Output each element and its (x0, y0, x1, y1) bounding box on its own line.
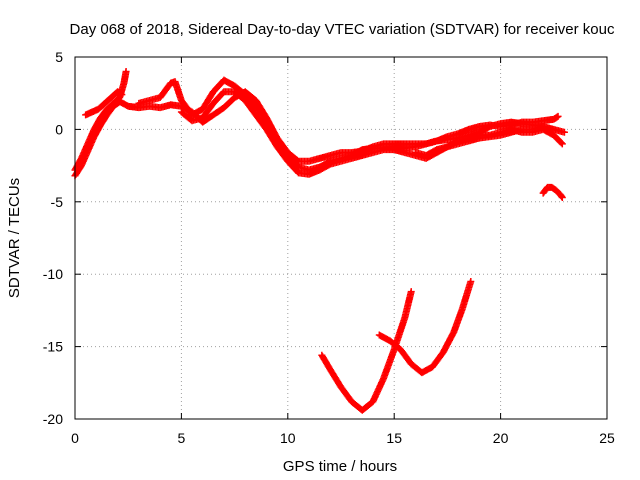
plot-frame (74, 56, 608, 420)
data-point (539, 123, 547, 131)
x-tick-label: 25 (599, 430, 615, 446)
data-point (407, 288, 415, 296)
data-point (560, 128, 568, 136)
series-track-c (82, 88, 126, 119)
data-point (122, 67, 130, 75)
y-tick-label: -5 (51, 194, 64, 210)
series-track-j (375, 277, 475, 377)
x-tick-label: 15 (386, 430, 402, 446)
data-point (554, 112, 562, 120)
data-point (118, 91, 126, 99)
x-tick-label: 20 (493, 430, 509, 446)
x-tick-label: 0 (71, 430, 79, 446)
plot-area (71, 67, 568, 414)
y-tick-label: -15 (43, 339, 63, 355)
y-axis-label: SDTVAR / TECUs (6, 178, 23, 298)
y-tick-label: -20 (43, 411, 63, 427)
data-point (558, 193, 566, 201)
y-tick-label: 5 (55, 49, 63, 65)
axis-ticks: 0 5 10 15 20 25 5 0 -5 -10 -15 -20 (43, 49, 615, 446)
series-track-h (539, 183, 566, 201)
series-track-b (71, 98, 124, 180)
chart-title: Day 068 of 2018, Sidereal Day-to-day VTE… (70, 21, 615, 38)
series-track-i (318, 288, 415, 414)
x-tick-label: 10 (280, 430, 296, 446)
data-point (467, 277, 475, 285)
y-tick-label: 0 (55, 121, 63, 137)
y-tick-label: -10 (43, 266, 63, 282)
data-point (557, 139, 565, 147)
series-track-g (411, 123, 547, 159)
x-axis-label: GPS time / hours (283, 458, 397, 475)
x-tick-label: 5 (178, 430, 186, 446)
data-point (558, 140, 566, 148)
grid-lines (75, 57, 607, 419)
